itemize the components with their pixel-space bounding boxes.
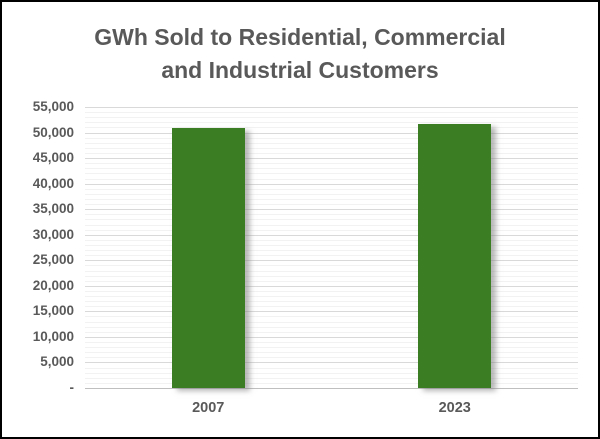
major-gridline bbox=[85, 311, 578, 313]
minor-gridline bbox=[85, 352, 578, 354]
minor-gridline bbox=[85, 198, 578, 200]
minor-gridline bbox=[85, 357, 578, 359]
bar-2023 bbox=[418, 124, 492, 388]
minor-gridline bbox=[85, 122, 578, 124]
y-axis-tick-label: 30,000 bbox=[32, 226, 74, 242]
minor-gridline bbox=[85, 270, 578, 272]
x-axis-label-2023: 2023 bbox=[438, 400, 471, 416]
minor-gridline bbox=[85, 188, 578, 190]
minor-gridline bbox=[85, 321, 578, 323]
y-axis-tick-label: 50,000 bbox=[32, 124, 74, 140]
chart-title: GWh Sold to Residential, Commercial and … bbox=[2, 21, 598, 87]
bar-2007 bbox=[171, 128, 245, 388]
minor-gridline bbox=[85, 163, 578, 165]
minor-gridline bbox=[85, 244, 578, 246]
minor-gridline bbox=[85, 382, 578, 384]
major-gridline bbox=[85, 234, 578, 236]
major-gridline bbox=[85, 183, 578, 185]
minor-gridline bbox=[85, 306, 578, 308]
minor-gridline bbox=[85, 117, 578, 119]
minor-gridline bbox=[85, 296, 578, 298]
minor-gridline bbox=[85, 372, 578, 374]
minor-gridline bbox=[85, 290, 578, 292]
y-axis-tick-label: 5,000 bbox=[40, 354, 74, 370]
major-gridline bbox=[85, 107, 578, 108]
y-axis-tick-label: 40,000 bbox=[32, 175, 74, 191]
minor-gridline bbox=[85, 265, 578, 267]
x-axis: 2007 2023 bbox=[85, 398, 578, 422]
major-gridline bbox=[85, 285, 578, 287]
minor-gridline bbox=[85, 214, 578, 216]
y-axis-tick-label: 20,000 bbox=[32, 277, 74, 293]
plot-area bbox=[85, 107, 578, 389]
major-gridline bbox=[85, 362, 578, 364]
minor-gridline bbox=[85, 193, 578, 195]
major-gridline bbox=[85, 336, 578, 338]
y-axis-tick-label: 10,000 bbox=[32, 328, 74, 344]
minor-gridline bbox=[85, 239, 578, 241]
category-axis-line bbox=[85, 388, 578, 389]
minor-gridline bbox=[85, 377, 578, 379]
minor-gridline bbox=[85, 367, 578, 369]
minor-gridline bbox=[85, 112, 578, 114]
minor-gridline bbox=[85, 219, 578, 221]
major-gridline bbox=[85, 209, 578, 211]
minor-gridline bbox=[85, 152, 578, 154]
minor-gridline bbox=[85, 347, 578, 349]
chart-title-line2: and Industrial Customers bbox=[161, 57, 439, 83]
chart-title-line1: GWh Sold to Residential, Commercial bbox=[94, 24, 506, 50]
y-axis: 55,000 50,000 45,000 40,000 35,000 30,000 25,0… bbox=[2, 99, 74, 395]
minor-gridline bbox=[85, 275, 578, 277]
minor-gridline bbox=[85, 127, 578, 129]
minor-gridline bbox=[85, 326, 578, 328]
minor-gridline bbox=[85, 142, 578, 144]
minor-gridline bbox=[85, 178, 578, 180]
minor-gridline bbox=[85, 168, 578, 170]
minor-gridline bbox=[85, 224, 578, 226]
minor-gridline bbox=[85, 229, 578, 231]
minor-gridline bbox=[85, 204, 578, 206]
minor-gridline bbox=[85, 173, 578, 175]
x-axis-label-2007: 2007 bbox=[192, 400, 225, 416]
minor-gridline bbox=[85, 255, 578, 257]
y-axis-tick-label: 45,000 bbox=[32, 150, 74, 166]
minor-gridline bbox=[85, 137, 578, 139]
minor-gridline bbox=[85, 280, 578, 282]
minor-gridline bbox=[85, 316, 578, 318]
major-gridline bbox=[85, 158, 578, 160]
y-axis-tick-label: 55,000 bbox=[32, 99, 74, 114]
y-axis-tick-label: 25,000 bbox=[32, 252, 74, 268]
y-axis-tick-label: - bbox=[69, 380, 75, 395]
y-axis-tick-label: 35,000 bbox=[32, 201, 74, 217]
minor-gridline bbox=[85, 147, 578, 149]
y-axis-tick-label: 15,000 bbox=[32, 303, 74, 319]
major-gridline bbox=[85, 260, 578, 262]
minor-gridline bbox=[85, 342, 578, 344]
minor-gridline bbox=[85, 250, 578, 252]
minor-gridline bbox=[85, 301, 578, 303]
major-gridline bbox=[85, 132, 578, 134]
minor-gridline bbox=[85, 331, 578, 333]
